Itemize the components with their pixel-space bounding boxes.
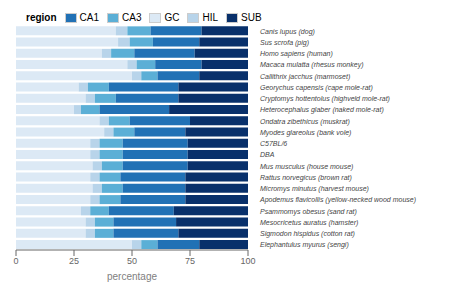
- svg-text:Elephantulus myurus (sengi): Elephantulus myurus (sengi): [260, 241, 349, 249]
- svg-text:Psammomys obesus (sand rat): Psammomys obesus (sand rat): [260, 208, 357, 216]
- svg-text:50: 50: [127, 256, 137, 266]
- svg-text:Ondatra zibethicus (muskrat): Ondatra zibethicus (muskrat): [260, 118, 350, 126]
- html-text:CA1: CA1: [79, 12, 99, 23]
- svg-text:Canis lupus (dog): Canis lupus (dog): [260, 28, 315, 36]
- svg-text:percentage: percentage: [107, 271, 157, 282]
- svg-text:75: 75: [185, 256, 195, 266]
- svg-text:Micromys minutus (harvest mou: Micromys minutus (harvest mouse): [260, 185, 369, 193]
- svg-text:Georychus capensis (cape mole-: Georychus capensis (cape mole-rat): [260, 84, 373, 92]
- svg-text:Sigmodon hispidus (cotton rat): Sigmodon hispidus (cotton rat): [260, 230, 355, 238]
- svg-text:Mus musculus (house mouse): Mus musculus (house mouse): [260, 163, 353, 171]
- svg-text:Macaca mulatta (rhesus monkey): Macaca mulatta (rhesus monkey): [260, 61, 363, 69]
- html-text:CA3: CA3: [122, 12, 142, 23]
- svg-text:C57BL/6: C57BL/6: [260, 140, 287, 147]
- html-text:HIL: HIL: [202, 12, 218, 23]
- svg-text:Cryptomys hottentolus (highvel: Cryptomys hottentolus (highveld mole-rat…: [260, 95, 390, 103]
- html-text:GC: GC: [164, 12, 180, 23]
- svg-text:DBA: DBA: [260, 151, 275, 158]
- svg-text:Callithrix jacchus (marmoset): Callithrix jacchus (marmoset): [260, 73, 350, 81]
- svg-text:0: 0: [13, 256, 18, 266]
- svg-text:Rattus norvegicus (brown rat): Rattus norvegicus (brown rat): [260, 174, 352, 182]
- svg-text:Mesocricetus auratus (hamster): Mesocricetus auratus (hamster): [260, 219, 358, 227]
- svg-text:Homo sapiens (human): Homo sapiens (human): [260, 50, 333, 58]
- svg-text:100: 100: [240, 256, 255, 266]
- html-text:SUB: SUB: [241, 12, 262, 23]
- svg-text:Apodemus flavicollis (yellow-n: Apodemus flavicollis (yellow-necked wood…: [259, 196, 416, 204]
- html-text:region: region: [26, 12, 57, 23]
- svg-text:Myodes glareolus (bank vole): Myodes glareolus (bank vole): [260, 129, 351, 137]
- svg-text:Sus scrofa (pig): Sus scrofa (pig): [260, 39, 309, 47]
- svg-text:25: 25: [69, 256, 79, 266]
- svg-text:Heterocephalus glaber (naked m: Heterocephalus glaber (naked mole-rat): [260, 106, 384, 114]
